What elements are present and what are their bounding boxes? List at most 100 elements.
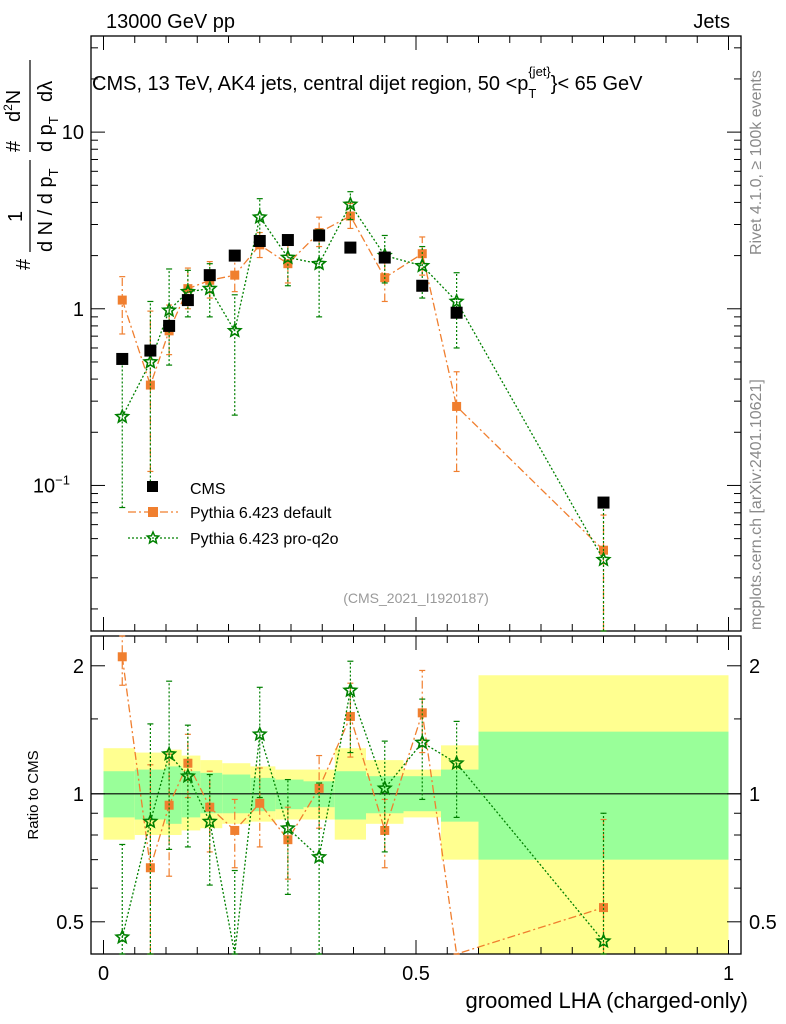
ratio-data-series <box>114 635 612 955</box>
ratio-band-inner <box>441 769 479 822</box>
x-tick-label: 1 <box>723 963 734 985</box>
energy-label: 13000 GeV pp <box>106 11 235 33</box>
cms-point <box>144 344 157 357</box>
default-point <box>117 295 127 305</box>
ratio-proq2o-point <box>310 848 328 864</box>
y-label-denom: d N / d pT <box>35 168 61 252</box>
legend: CMS Pythia 6.423 default Pythia 6.423 pr… <box>128 481 339 548</box>
cms-point <box>203 269 216 282</box>
proq2o-point <box>142 353 159 369</box>
ratio-y-tick-label-right: 0.5 <box>749 912 777 934</box>
main-axis-ticks: 10−1 1 10 <box>33 36 741 631</box>
ratio-proq2o-point <box>342 681 359 698</box>
legend-default-marker <box>148 507 158 517</box>
chart-title-sup: {jet} <box>528 64 551 79</box>
proq2o-point <box>342 195 359 212</box>
ratio-proq2o-point <box>114 928 131 945</box>
main-data-series <box>114 191 612 632</box>
ratio-default-line <box>121 656 604 955</box>
source-label: mcplots.cern.ch [arXiv:2401.10621] <box>748 379 765 630</box>
cms-point <box>281 234 294 247</box>
chart-title-prefix: CMS, 13 TeV, AK4 jets, central dijet reg… <box>92 73 528 95</box>
x-axis-label: groomed LHA (charged-only) <box>466 988 748 1013</box>
cms-point <box>116 352 129 365</box>
cms-point <box>378 251 391 264</box>
cms-point <box>416 279 429 292</box>
ratio-default-point <box>599 903 608 913</box>
ratio-proq2o-point <box>179 767 197 784</box>
ratio-default-point <box>230 825 240 835</box>
ratio-y-tick-label: 1 <box>73 784 84 806</box>
proq2o-point <box>160 301 178 318</box>
proq2o-point <box>310 255 328 271</box>
ratio-proq2o-point <box>595 932 612 949</box>
legend-proq2o-marker <box>145 530 161 545</box>
proq2o-point <box>226 322 243 338</box>
ratio-default-point <box>255 798 265 808</box>
legend-cms-marker <box>147 481 158 492</box>
ratio-proq2o-point <box>201 813 218 829</box>
main-y-tick-label: 1 <box>73 299 84 321</box>
ratio-y-tick-label-right: 1 <box>749 784 760 806</box>
main-y-tick-label: 10−1 <box>33 472 70 497</box>
default-line <box>121 215 604 551</box>
ratio-default-point <box>145 863 155 873</box>
main-frame <box>90 35 742 632</box>
chart-title-suffix: }< 65 GeV <box>551 73 643 95</box>
y-label-dl: dλ <box>35 81 57 102</box>
ratio-axis-ticks: 0.5 0.5 1 1 2 2 0 0.5 1 <box>56 636 777 985</box>
ratio-proq2o-point <box>142 812 159 829</box>
proq2o-point <box>595 551 612 567</box>
default-point <box>283 259 293 269</box>
default-point <box>230 270 240 280</box>
cms-point <box>344 241 357 254</box>
x-tick-label: 0 <box>98 963 109 985</box>
proq2o-point <box>201 280 218 296</box>
y-label-one: 1 <box>5 211 27 222</box>
cms-point <box>597 496 610 509</box>
y-label-dpt: d pT <box>35 116 61 152</box>
proq2o-point <box>279 248 297 265</box>
ratio-default-point <box>117 652 127 662</box>
category-label: Jets <box>693 11 730 33</box>
ratio-band-inner <box>334 771 366 820</box>
cms-point <box>253 234 266 247</box>
reference-label: (CMS_2021_I1920187) <box>343 590 489 606</box>
chart-title-sub: T <box>528 86 536 101</box>
ratio-proq2o-point <box>251 725 268 742</box>
main-y-tick-label: 10 <box>62 122 84 144</box>
default-point <box>452 401 462 411</box>
cms-point <box>163 319 176 332</box>
ratio-proq2o-point <box>376 779 393 796</box>
ratio-proq2o-point <box>448 754 465 771</box>
ratio-y-tick-label-right: 2 <box>749 656 760 678</box>
cms-point <box>450 306 463 319</box>
ratio-proq2o-point <box>414 733 431 750</box>
main-y-label: # 1 d N / d pT # d2N d pT dλ <box>1 60 61 270</box>
ratio-default-point <box>283 835 293 845</box>
ratio-default-point <box>417 708 427 718</box>
legend-default-label: Pythia 6.423 default <box>190 505 332 522</box>
ratio-bands <box>91 675 741 954</box>
y-label-hash: # <box>13 258 35 270</box>
ratio-default-point <box>183 758 193 768</box>
ratio-proq2o-point <box>160 745 178 761</box>
ratio-y-label: Ratio to CMS <box>25 750 42 839</box>
proq2o-point <box>414 257 431 273</box>
chart-title: CMS, 13 TeV, AK4 jets, central dijet reg… <box>92 64 643 101</box>
legend-proq2o-label: Pythia 6.423 pro-q2o <box>190 531 339 548</box>
ratio-y-tick-label: 2 <box>73 656 84 678</box>
ratio-proq2o-point <box>279 819 297 836</box>
legend-cms-label: CMS <box>190 481 226 498</box>
proq2o-point <box>448 292 465 309</box>
cms-point <box>228 249 241 262</box>
default-point <box>345 211 355 221</box>
proq2o-point <box>251 208 268 225</box>
y-label-hash2: # <box>3 140 25 152</box>
ratio-y-tick-label: 0.5 <box>56 912 84 934</box>
cms-point <box>181 294 194 307</box>
x-tick-label: 0.5 <box>402 963 430 985</box>
cms-point <box>313 229 326 242</box>
proq2o-point <box>114 408 131 424</box>
